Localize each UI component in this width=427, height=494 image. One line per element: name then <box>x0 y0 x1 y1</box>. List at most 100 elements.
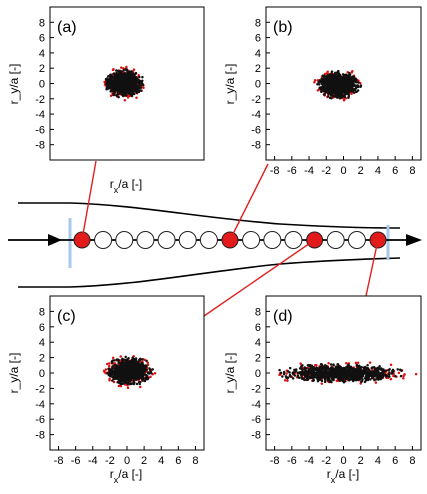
scatter-point <box>327 79 330 83</box>
y-axis-label: r_y/a [-] <box>223 64 237 105</box>
scatter-point <box>303 367 307 371</box>
scatter-point <box>334 367 338 370</box>
scatter-point <box>141 79 144 82</box>
scatter-point <box>340 95 343 98</box>
scatter-points <box>313 69 363 102</box>
scatter-point <box>132 379 135 383</box>
scatter-point <box>384 369 388 373</box>
scatter-point <box>328 88 331 92</box>
scatter-point <box>139 385 142 389</box>
scatter-point <box>291 377 295 380</box>
scatter-point <box>303 372 307 376</box>
x-axis-ticks: -8 -6 -4 -2 0 2 4 6 8 <box>270 156 415 177</box>
y-tick-label: -2 <box>251 94 261 106</box>
bead <box>326 231 345 249</box>
scatter-points <box>102 355 157 390</box>
scatter-point <box>394 375 397 378</box>
scatter-point <box>344 373 347 377</box>
scatter-point <box>334 371 338 374</box>
scatter-point <box>364 367 368 370</box>
scatter-point <box>380 376 384 380</box>
scatter-point <box>351 378 354 382</box>
y-axis-label: r_y/a [-] <box>7 353 21 394</box>
scatter-point <box>322 86 326 90</box>
scatter-point <box>127 88 131 92</box>
scatter-point <box>378 365 381 368</box>
scatter-point <box>126 386 130 390</box>
scatter-point <box>103 80 106 84</box>
x-tick-label: -8 <box>270 455 280 467</box>
connector-a <box>81 160 97 241</box>
scatter-point <box>368 361 372 364</box>
scatter-point <box>352 91 356 94</box>
scatter-point <box>366 363 369 367</box>
scatter-point <box>132 68 136 71</box>
scatter-point <box>279 371 283 375</box>
scatter-point <box>148 367 151 370</box>
scatter-point <box>132 382 136 386</box>
scatter-point <box>333 87 337 91</box>
scatter-point <box>130 364 133 368</box>
connector-c <box>203 239 315 317</box>
scatter-point <box>122 370 126 373</box>
scatter-point <box>333 84 336 88</box>
scatter-point <box>346 370 350 373</box>
scatter-point <box>147 371 150 374</box>
scatter-point <box>138 372 141 375</box>
x-axis-label: rx/a [-] <box>110 177 143 195</box>
scatter-point <box>347 96 350 99</box>
scatter-point <box>349 85 353 89</box>
y-tick-label: -8 <box>251 140 261 152</box>
bead <box>199 231 218 249</box>
scatter-point <box>324 366 327 369</box>
scatter-point <box>107 367 110 371</box>
scatter-point <box>139 89 143 92</box>
y-tick-label: -2 <box>35 94 45 106</box>
scatter-point <box>319 373 323 376</box>
scatter-point <box>134 78 138 82</box>
y-tick-label: 6 <box>255 33 261 45</box>
scatter-point <box>134 90 138 94</box>
scatter-point <box>120 89 123 92</box>
scatter-point <box>137 377 141 381</box>
y-tick-label: -6 <box>251 124 261 136</box>
y-tick-label: 6 <box>39 322 45 334</box>
channel-diagram <box>8 160 422 317</box>
scatter-point <box>346 74 350 77</box>
outlet-arrow-head <box>406 234 422 246</box>
scatter-point <box>121 357 124 361</box>
y-tick-label: 0 <box>255 79 261 91</box>
y-tick-label: 0 <box>39 368 45 380</box>
scatter-point <box>127 375 130 379</box>
scatter-point <box>306 378 309 382</box>
scatter-point <box>350 71 354 74</box>
scatter-point <box>370 366 374 370</box>
scatter-point <box>344 91 347 94</box>
scatter-point <box>402 374 405 378</box>
scatter-point <box>352 367 355 370</box>
y-tick-label: -2 <box>35 383 45 395</box>
x-axis-ticks: -8 -6 -4 -2 0 2 4 6 8 <box>270 446 415 467</box>
scatter-point <box>335 78 339 81</box>
scatter-point <box>126 370 129 374</box>
scatter-point <box>340 92 343 95</box>
scatter-point <box>120 78 123 82</box>
panel-label: (b) <box>273 19 293 36</box>
scatter-point <box>288 366 292 370</box>
x-axis-label: rx/a [-] <box>327 467 360 485</box>
scatter-point <box>129 87 133 91</box>
scatter-point <box>115 371 119 375</box>
scatter-point <box>306 364 310 367</box>
scatter-point <box>133 88 136 91</box>
scatter-point <box>133 84 136 88</box>
y-tick-label: -8 <box>35 430 45 442</box>
y-tick-label: 0 <box>39 79 45 91</box>
scatter-point <box>129 83 133 87</box>
scatter-point <box>134 72 137 76</box>
scatter-point <box>286 379 289 382</box>
scatter-point <box>367 373 371 376</box>
scatter-point <box>138 382 141 386</box>
